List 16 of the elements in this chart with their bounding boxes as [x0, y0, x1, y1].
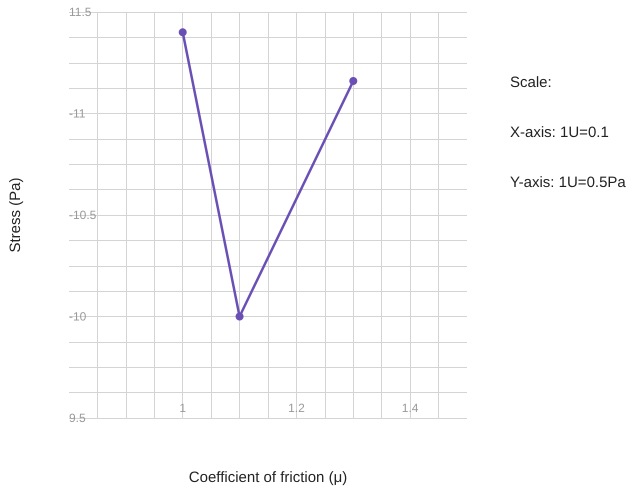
x-tick-label: 1.2	[288, 401, 306, 415]
text: Y-axis: 1U=0.5Pa	[510, 174, 626, 191]
x-tick-label: 1.4	[402, 401, 419, 415]
y-tick-label: -11	[69, 106, 86, 120]
text: Scale:	[510, 74, 552, 91]
y-tick-label: -10.5	[69, 208, 97, 222]
y-tick-label: 11.5	[69, 5, 92, 19]
point	[236, 312, 244, 320]
x-axis-title: Coefficient of friction (μ)	[188, 469, 348, 486]
point	[349, 77, 358, 86]
y-tick-label: -10	[69, 310, 87, 324]
text: X-axis: 1U=0.1	[510, 124, 609, 141]
point	[178, 28, 187, 36]
y-axis-title: Stress (Pa)	[7, 177, 24, 253]
x-tick-label: 1	[179, 401, 186, 415]
y-tick-label: 9.5	[69, 411, 86, 425]
